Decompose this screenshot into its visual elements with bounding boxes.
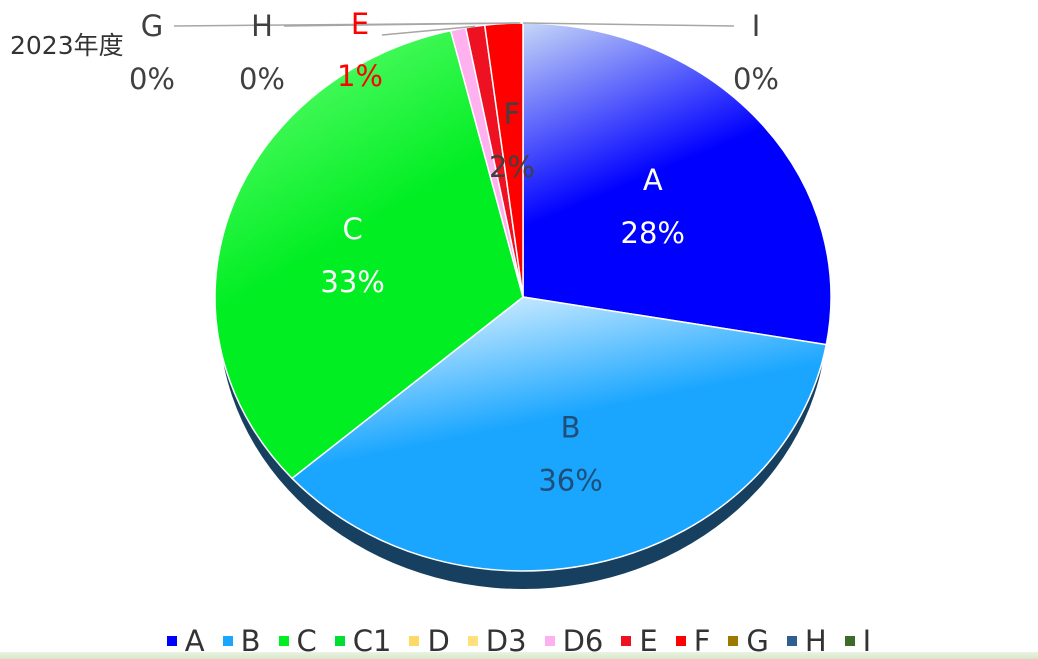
legend-swatch bbox=[334, 635, 345, 646]
legend-item-d6: D6 bbox=[544, 623, 604, 658]
legend-label: C bbox=[296, 623, 317, 658]
legend-swatch bbox=[544, 635, 555, 646]
leader-line-e bbox=[381, 25, 476, 36]
legend-item-c1: C1 bbox=[334, 623, 392, 658]
legend-swatch bbox=[467, 635, 478, 646]
legend-swatch bbox=[675, 635, 686, 646]
label-pct-i: 0% bbox=[733, 62, 779, 96]
legend-swatch bbox=[786, 635, 797, 646]
legend-item-f: F bbox=[675, 623, 711, 658]
legend-label: C1 bbox=[352, 623, 392, 658]
label-pct-g: 0% bbox=[129, 62, 175, 96]
label-pct-b: 36% bbox=[538, 463, 602, 497]
legend-label: D3 bbox=[485, 623, 527, 658]
label-name-e: E bbox=[351, 7, 369, 41]
legend-label: I bbox=[862, 623, 872, 658]
legend-item-c: C bbox=[278, 623, 317, 658]
label-name-a: A bbox=[643, 163, 663, 197]
legend-item-h: H bbox=[786, 623, 827, 658]
legend-label: E bbox=[639, 623, 658, 658]
legend-label: D6 bbox=[562, 623, 604, 658]
legend-label: F bbox=[693, 623, 711, 658]
legend-label: D bbox=[427, 623, 450, 658]
legend-swatch bbox=[409, 635, 420, 646]
legend-item-e: E bbox=[621, 623, 658, 658]
label-name-g: G bbox=[141, 9, 163, 43]
label-pct-c: 33% bbox=[320, 265, 384, 299]
legend-swatch bbox=[844, 635, 855, 646]
legend-swatch bbox=[278, 635, 289, 646]
legend-swatch bbox=[166, 635, 177, 646]
legend-item-d: D bbox=[409, 623, 450, 658]
legend-item-b: B bbox=[222, 623, 261, 658]
data-labels: A 28% B 36% C 33% F 2% G 0% H 0% I 0% E 1% bbox=[129, 7, 779, 497]
legend-item-g: G bbox=[728, 623, 769, 658]
label-pct-h: 0% bbox=[239, 62, 285, 96]
legend-item-a: A bbox=[166, 623, 205, 658]
legend-label: G bbox=[746, 623, 769, 658]
leader-line-h bbox=[283, 22, 521, 27]
label-pct-f: 2% bbox=[489, 150, 535, 184]
legend-label: H bbox=[804, 623, 827, 658]
legend-label: A bbox=[184, 623, 205, 658]
legend-swatch bbox=[222, 635, 233, 646]
legend-item-d3: D3 bbox=[467, 623, 527, 658]
chart-title: 2023年度 bbox=[10, 31, 124, 60]
leader-lines bbox=[173, 22, 735, 36]
label-name-f: F bbox=[504, 97, 521, 131]
label-name-h: H bbox=[251, 9, 273, 43]
label-name-i: I bbox=[752, 9, 761, 43]
legend-swatch bbox=[621, 635, 632, 646]
label-name-c: C bbox=[343, 212, 363, 246]
label-pct-a: 28% bbox=[621, 216, 685, 250]
legend: A B C C1 D D3 D6 E F G H I bbox=[0, 622, 1038, 659]
pie-slice-b bbox=[290, 296, 828, 572]
chart-floor bbox=[0, 652, 1038, 659]
legend-label: B bbox=[240, 623, 261, 658]
label-pct-e: 1% bbox=[337, 59, 383, 93]
pie-slices bbox=[214, 22, 832, 572]
legend-swatch bbox=[728, 635, 739, 646]
pie-slice-a bbox=[522, 22, 832, 346]
pie-slice-c bbox=[214, 29, 524, 480]
legend-item-i: I bbox=[844, 623, 872, 658]
leader-line-i bbox=[522, 22, 735, 27]
label-name-b: B bbox=[561, 410, 581, 444]
